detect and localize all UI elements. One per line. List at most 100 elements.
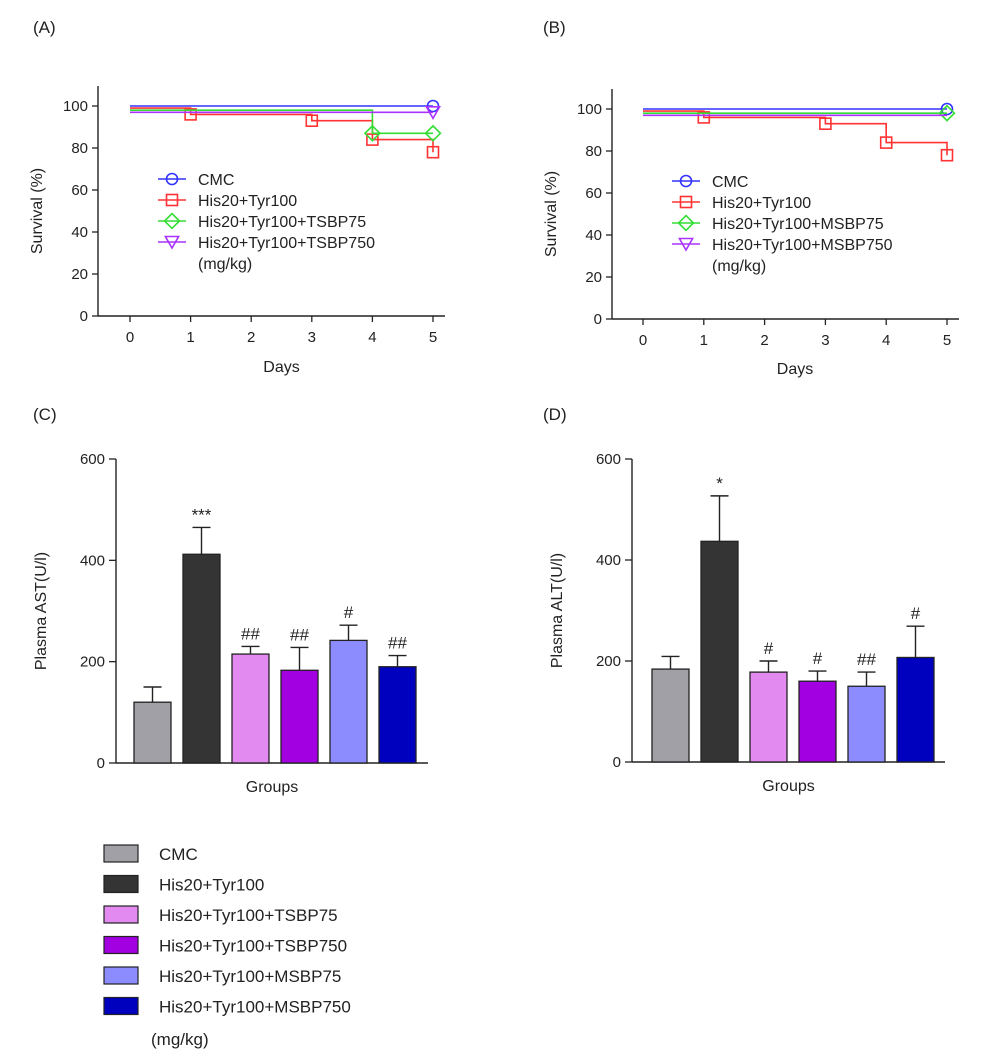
x-axis-title: Groups <box>246 779 298 796</box>
panel-label: (A) <box>33 18 56 37</box>
significance-label: # <box>813 649 823 668</box>
series-point-1 <box>940 148 954 162</box>
bar <box>847 685 886 763</box>
legend: CMC His20+Tyr100 His20+Tyr100+MSBP75 His20+… <box>672 174 893 275</box>
y-tick-label: 400 <box>80 552 105 569</box>
y-tick-label: 20 <box>585 269 602 286</box>
significance-label: # <box>911 604 921 623</box>
x-tick-label: 0 <box>639 332 647 349</box>
series-point-2 <box>938 104 956 122</box>
legend-label: His20+Tyr100 <box>712 195 811 212</box>
series-point-1 <box>879 136 893 149</box>
x-tick-label: 1 <box>186 329 194 346</box>
panel-b-survival-chart: (B) 0 20 40 60 80 100 0 1 2 3 4 5 Days Survival (%) CMC… <box>543 18 959 378</box>
x-tick-label: 0 <box>126 329 134 346</box>
significance-label: ## <box>290 625 309 644</box>
series-point-1 <box>305 114 319 127</box>
legend-swatch <box>103 966 139 985</box>
legend-swatch <box>103 996 139 1016</box>
legend-label: His20+Tyr100+MSBP750 <box>159 998 351 1017</box>
legend-label: His20+Tyr100+MSBP75 <box>712 216 884 233</box>
significance-label: # <box>344 603 354 622</box>
x-tick-label: 2 <box>247 329 255 346</box>
bar <box>749 671 788 763</box>
legend-marker <box>165 193 179 207</box>
x-axis-title: Groups <box>762 778 814 795</box>
bar <box>378 666 417 764</box>
legend-marker <box>163 212 181 230</box>
y-tick-label: 100 <box>577 101 602 118</box>
bar <box>182 553 221 764</box>
bar <box>651 668 690 763</box>
series-line-2 <box>130 109 433 135</box>
bar <box>231 653 270 764</box>
significance-label: ## <box>388 634 407 653</box>
series-line-1 <box>130 107 434 153</box>
y-tick-label: 80 <box>585 143 602 160</box>
legend: CMC His20+Tyr100 His20+Tyr100+TSBP75 His20+… <box>158 172 375 273</box>
legend-label: His20+Tyr100+MSBP750 <box>712 237 893 254</box>
y-tick-label: 600 <box>80 451 105 468</box>
y-tick-label: 200 <box>80 654 105 671</box>
series-point-2 <box>424 124 442 142</box>
bar-chart-legend: CMC His20+Tyr100 His20+Tyr100+TSBP75 His20+… <box>103 844 351 1049</box>
legend-swatch <box>103 905 139 924</box>
series-point-1 <box>697 111 711 124</box>
x-tick-label: 1 <box>700 332 708 349</box>
y-tick-label: 60 <box>71 182 88 199</box>
y-tick-label: 400 <box>596 552 621 569</box>
y-axis-title: Survival (%) <box>29 168 46 254</box>
legend-swatch <box>103 935 139 955</box>
y-tick-label: 40 <box>71 224 88 241</box>
x-axis-title: Days <box>777 361 813 378</box>
y-tick-label: 60 <box>585 185 602 202</box>
x-axis-title: Days <box>263 359 299 376</box>
legend-unit: (mg/kg) <box>712 258 766 275</box>
series-point-1 <box>426 145 440 159</box>
series-line-1 <box>643 110 948 156</box>
y-tick-label: 600 <box>596 451 621 468</box>
legend-label: His20+Tyr100+TSBP750 <box>159 937 347 956</box>
legend-label: His20+Tyr100+MSBP75 <box>159 967 341 986</box>
y-tick-label: 0 <box>613 754 621 771</box>
bar <box>700 540 739 763</box>
x-tick-label: 4 <box>368 329 376 346</box>
x-tick-label: 5 <box>943 332 951 349</box>
panel-label: (B) <box>543 18 566 37</box>
panel-a-survival-chart: (A) 0 20 40 60 80 100 0 1 2 3 4 5 Days Survival (%) CMC… <box>29 18 445 376</box>
legend-marker <box>679 195 693 209</box>
legend-swatch <box>103 874 139 894</box>
legend-label: His20+Tyr100+TSBP750 <box>198 235 375 252</box>
significance-label: ## <box>857 650 876 669</box>
legend-marker <box>165 172 179 186</box>
bar <box>798 680 837 763</box>
series-point-3 <box>425 106 441 120</box>
series-point-1 <box>184 108 197 121</box>
significance-label: * <box>716 474 723 493</box>
panel-label: (C) <box>33 405 57 424</box>
y-tick-label: 0 <box>594 311 602 328</box>
x-tick-label: 4 <box>882 332 890 349</box>
legend-label: CMC <box>198 172 234 189</box>
y-axis-title: Survival (%) <box>543 171 560 257</box>
bar <box>896 656 935 763</box>
legend-unit: (mg/kg) <box>198 256 252 273</box>
y-axis-title: Plasma AST(U/l) <box>33 552 50 670</box>
x-tick-label: 3 <box>308 329 316 346</box>
legend-label: His20+Tyr100 <box>198 193 297 210</box>
x-tick-label: 5 <box>429 329 437 346</box>
panel-label: (D) <box>543 405 567 424</box>
y-tick-label: 40 <box>585 227 602 244</box>
significance-label: # <box>764 639 774 658</box>
x-tick-label: 2 <box>760 332 768 349</box>
legend-label: His20+Tyr100+TSBP75 <box>198 214 366 231</box>
series-point-1 <box>819 117 832 130</box>
y-tick-label: 100 <box>63 98 88 115</box>
legend-marker <box>678 237 694 252</box>
y-tick-label: 200 <box>596 653 621 670</box>
significance-label: ## <box>241 624 260 643</box>
y-tick-label: 80 <box>71 140 88 157</box>
legend-marker <box>677 214 695 232</box>
legend-label: His20+Tyr100 <box>159 876 264 895</box>
